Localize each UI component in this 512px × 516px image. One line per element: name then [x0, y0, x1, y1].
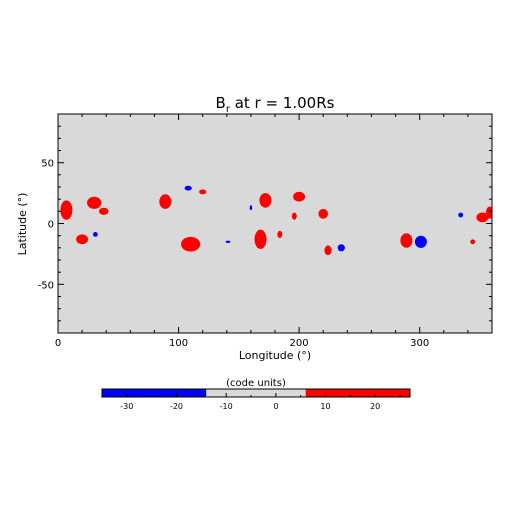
positive-flux-patch — [324, 245, 332, 256]
positive-flux-patch — [400, 233, 413, 248]
x-tick-label: 300 — [410, 338, 429, 349]
positive-flux-patch — [470, 239, 476, 245]
negative-flux-patch — [458, 212, 464, 218]
positive-flux-patch — [254, 229, 267, 249]
negative-flux-patch — [337, 244, 345, 252]
y-tick-label: 0 — [48, 220, 54, 231]
positive-flux-patch — [476, 212, 489, 223]
positive-flux-patch — [99, 207, 109, 215]
plot-area — [58, 114, 492, 333]
colorbar-label: (code units) — [226, 378, 286, 389]
positive-flux-patch — [293, 191, 306, 202]
colorbar — [101, 388, 411, 398]
negative-flux-patch — [184, 185, 192, 191]
negative-flux-patch — [93, 232, 98, 237]
negative-flux-patch — [225, 240, 231, 243]
y-axis-label: Latitude (°) — [16, 193, 29, 256]
chart-title-main: B — [216, 94, 226, 112]
positive-flux-patch — [60, 200, 73, 220]
colorbar-segment — [206, 389, 306, 397]
y-tick-label: 50 — [41, 159, 54, 170]
x-tick-label: 100 — [169, 338, 188, 349]
colorbar-segment — [305, 389, 410, 397]
chart-title: Br at r = 1.00Rs — [216, 94, 335, 115]
positive-flux-patch — [87, 196, 102, 209]
positive-flux-patch — [318, 208, 329, 219]
colorbar-tick-label: 0 — [273, 402, 278, 411]
positive-flux-patch — [259, 193, 272, 208]
y-tick-label: -50 — [38, 280, 54, 291]
plot-frame — [57, 113, 493, 334]
colorbar-tick-label: -30 — [120, 402, 133, 411]
patch-layer — [60, 185, 492, 256]
colorbar-tick-label: 10 — [320, 402, 330, 411]
positive-flux-patch — [159, 194, 172, 209]
negative-flux-patch — [414, 235, 427, 248]
colorbar-frame — [101, 388, 411, 398]
positive-flux-patch — [76, 234, 89, 245]
colorbar-tick-label: -20 — [170, 402, 183, 411]
colorbar-ticks: -30 -20 -10 0 10 20 — [101, 393, 401, 411]
chart-title-subscript: r — [226, 104, 231, 115]
positive-flux-patch — [277, 230, 283, 238]
colorbar-tick-label: 20 — [370, 402, 380, 411]
positive-flux-patch — [291, 212, 297, 220]
chart-title-suffix: at r = 1.00Rs — [230, 94, 335, 112]
negative-flux-patch — [249, 205, 253, 211]
x-tick-label: 0 — [55, 338, 61, 349]
positive-flux-patch — [199, 189, 207, 195]
x-tick-label: 200 — [290, 338, 309, 349]
tick-labels: 0 100 200 300 -50 0 50 — [38, 159, 430, 349]
positive-flux-patch — [181, 236, 201, 252]
x-axis-label: Longitude (°) — [239, 349, 311, 362]
colorbar-tick-label: -10 — [220, 402, 233, 411]
positive-flux-patch — [486, 206, 492, 219]
colorbar-segment — [102, 389, 207, 397]
